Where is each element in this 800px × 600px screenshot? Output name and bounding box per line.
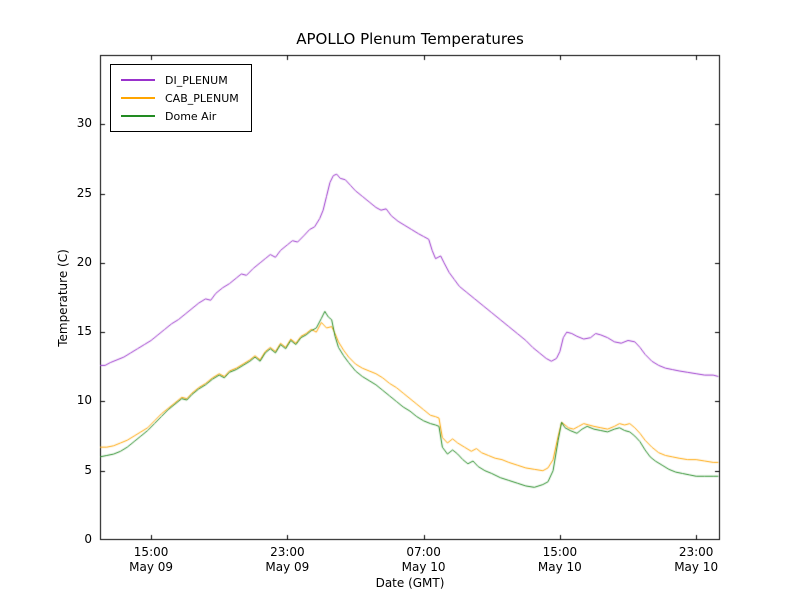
x-tick-date: May 09 bbox=[129, 560, 174, 574]
y-tick-label: 15 bbox=[76, 324, 92, 339]
y-tick-label: 25 bbox=[76, 185, 92, 200]
y-tick-label: 10 bbox=[76, 393, 92, 408]
y-axis-label: Temperature (C) bbox=[56, 249, 70, 347]
legend-item: CAB_PLENUM bbox=[121, 89, 239, 107]
x-tick-label: 07:00 May 10 bbox=[384, 545, 464, 575]
x-tick-label: 15:00 May 10 bbox=[520, 545, 600, 575]
x-tick-date: May 10 bbox=[674, 560, 719, 574]
x-tick-time: 15:00 bbox=[542, 545, 578, 559]
x-axis-label: Date (GMT) bbox=[375, 576, 445, 590]
y-tick-label: 5 bbox=[84, 462, 92, 477]
x-tick-date: May 10 bbox=[401, 560, 446, 574]
x-tick-time: 23:00 bbox=[270, 545, 305, 559]
x-tick-time: 07:00 bbox=[406, 545, 441, 559]
legend-label: CAB_PLENUM bbox=[165, 91, 239, 105]
legend-item: Dome Air bbox=[121, 107, 239, 125]
y-tick-label: 30 bbox=[76, 116, 92, 131]
legend-line-swatch bbox=[121, 115, 155, 117]
x-tick-label: 23:00 May 09 bbox=[247, 545, 327, 575]
y-tick-label: 0 bbox=[84, 532, 92, 546]
y-tick-label: 20 bbox=[76, 254, 92, 269]
legend-line-swatch bbox=[121, 97, 155, 99]
x-tick-time: 15:00 bbox=[133, 545, 169, 559]
x-tick-date: May 09 bbox=[265, 560, 310, 574]
x-tick-date: May 10 bbox=[537, 560, 582, 574]
legend-line-swatch bbox=[121, 79, 155, 81]
chart-title: APOLLO Plenum Temperatures bbox=[296, 30, 524, 48]
legend-label: DI_PLENUM bbox=[165, 73, 228, 87]
legend-label: Dome Air bbox=[165, 109, 217, 123]
x-tick-label: 23:00 May 10 bbox=[656, 545, 736, 575]
x-tick-time: 23:00 bbox=[678, 545, 714, 559]
legend: DI_PLENUM CAB_PLENUM Dome Air bbox=[110, 64, 252, 132]
legend-item: DI_PLENUM bbox=[121, 71, 239, 89]
x-tick-label: 15:00 May 09 bbox=[111, 545, 191, 575]
